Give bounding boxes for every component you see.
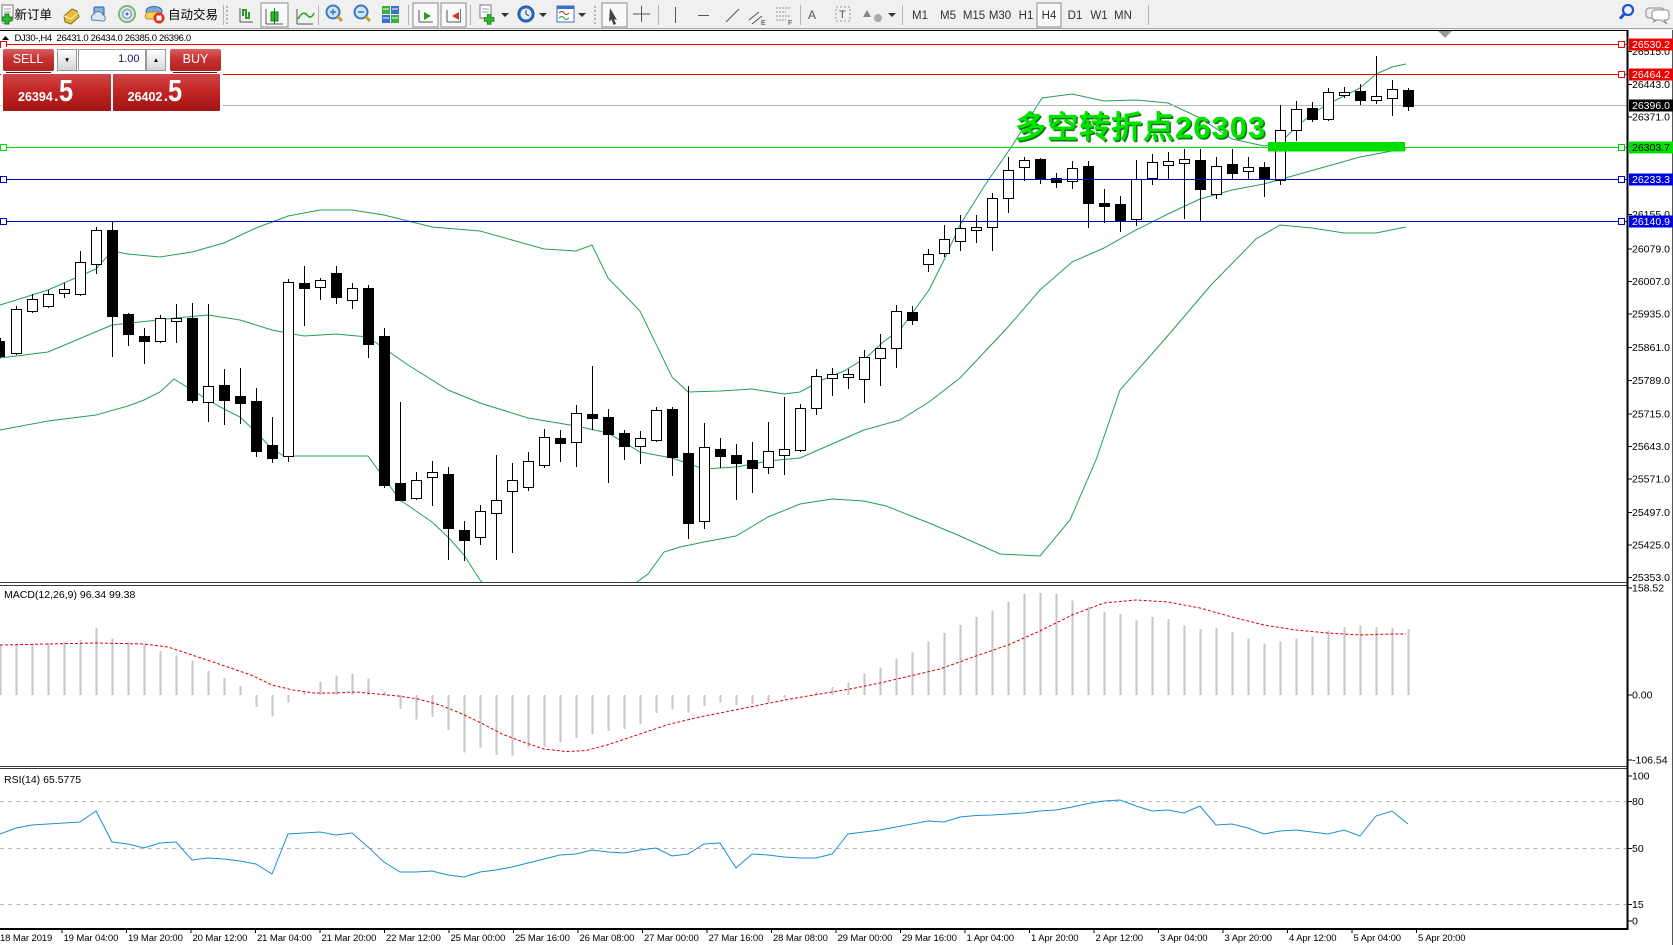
svg-text:25353.0: 25353.0	[1632, 572, 1670, 584]
svg-text:26079.0: 26079.0	[1632, 244, 1670, 256]
svg-text:26233.3: 26233.3	[1632, 174, 1670, 186]
svg-text:E: E	[761, 20, 766, 27]
svg-text:M15: M15	[963, 10, 985, 22]
svg-text:F: F	[788, 20, 792, 27]
svg-text:25497.0: 25497.0	[1632, 507, 1670, 519]
svg-text:25571.0: 25571.0	[1632, 473, 1670, 485]
svg-text:新订单: 新订单	[15, 7, 53, 22]
svg-text:H4: H4	[1042, 10, 1057, 22]
svg-text:26464.2: 26464.2	[1632, 69, 1670, 81]
svg-text:19 Mar 04:00: 19 Mar 04:00	[64, 933, 119, 944]
svg-text:MACD(12,26,9) 96.34 99.38: MACD(12,26,9) 96.34 99.38	[4, 589, 135, 601]
svg-text:A: A	[808, 8, 816, 22]
svg-text:5 Apr 20:00: 5 Apr 20:00	[1418, 933, 1466, 944]
svg-text:21 Mar 04:00: 21 Mar 04:00	[257, 933, 312, 944]
svg-text:19 Mar 20:00: 19 Mar 20:00	[128, 933, 183, 944]
svg-text:3 Apr 20:00: 3 Apr 20:00	[1225, 933, 1273, 944]
svg-text:W1: W1	[1090, 10, 1107, 22]
svg-text:26443.0: 26443.0	[1632, 79, 1670, 91]
svg-text:80: 80	[1632, 796, 1644, 808]
svg-text:RSI(14) 65.5775: RSI(14) 65.5775	[4, 774, 81, 786]
svg-text:0.00: 0.00	[1632, 690, 1653, 702]
svg-text:15: 15	[1632, 899, 1644, 911]
svg-text:4 Apr 12:00: 4 Apr 12:00	[1289, 933, 1337, 944]
svg-text:26371.0: 26371.0	[1632, 111, 1670, 123]
svg-text:26396.0: 26396.0	[1632, 100, 1670, 112]
svg-text:D1: D1	[1068, 10, 1083, 22]
svg-text:25 Mar 00:00: 25 Mar 00:00	[451, 933, 506, 944]
svg-text:0: 0	[1632, 916, 1638, 928]
svg-text:29 Mar 16:00: 29 Mar 16:00	[902, 933, 957, 944]
svg-text:3 Apr 04:00: 3 Apr 04:00	[1160, 933, 1208, 944]
svg-text:26 Mar 08:00: 26 Mar 08:00	[580, 933, 635, 944]
svg-text:MN: MN	[1114, 10, 1132, 22]
svg-text:50: 50	[1632, 843, 1644, 855]
svg-text:27 Mar 00:00: 27 Mar 00:00	[644, 933, 699, 944]
svg-text:M30: M30	[989, 10, 1011, 22]
svg-text:25425.0: 25425.0	[1632, 540, 1670, 552]
svg-text:多空转折点26303: 多空转折点26303	[1017, 112, 1268, 147]
svg-text:自动交易: 自动交易	[168, 7, 218, 22]
svg-text:18 Mar 2019: 18 Mar 2019	[0, 933, 52, 944]
svg-text:22 Mar 12:00: 22 Mar 12:00	[386, 933, 441, 944]
svg-text:29 Mar 00:00: 29 Mar 00:00	[838, 933, 893, 944]
svg-text:H1: H1	[1019, 10, 1034, 22]
svg-text:20 Mar 12:00: 20 Mar 12:00	[193, 933, 248, 944]
svg-text:M1: M1	[912, 10, 928, 22]
svg-text:T: T	[839, 9, 846, 21]
svg-text:21 Mar 20:00: 21 Mar 20:00	[322, 933, 377, 944]
svg-text:-106.54: -106.54	[1632, 755, 1668, 767]
svg-text:2 Apr 12:00: 2 Apr 12:00	[1096, 933, 1144, 944]
svg-text:100: 100	[1632, 771, 1650, 783]
svg-text:DJ30-,H4 26431.0 26434.0 2638: DJ30-,H4 26431.0 26434.0 26385.0 26396.0	[15, 33, 191, 44]
svg-text:25715.0: 25715.0	[1632, 408, 1670, 420]
svg-text:25643.0: 25643.0	[1632, 441, 1670, 453]
svg-text:26007.0: 26007.0	[1632, 276, 1670, 288]
svg-text:25935.0: 25935.0	[1632, 309, 1670, 321]
svg-text:多空转折点26303: 多空转折点26303	[1015, 110, 1266, 145]
svg-text:M5: M5	[940, 10, 956, 22]
svg-text:25861.0: 25861.0	[1632, 342, 1670, 354]
svg-text:26303.7: 26303.7	[1632, 142, 1670, 154]
svg-text:26140.9: 26140.9	[1632, 216, 1670, 228]
svg-text:25 Mar 16:00: 25 Mar 16:00	[515, 933, 570, 944]
svg-text:158.52: 158.52	[1632, 583, 1664, 595]
svg-text:25789.0: 25789.0	[1632, 375, 1670, 387]
svg-text:5 Apr 04:00: 5 Apr 04:00	[1354, 933, 1402, 944]
svg-text:28 Mar 08:00: 28 Mar 08:00	[773, 933, 828, 944]
svg-text:1 Apr 20:00: 1 Apr 20:00	[1031, 933, 1079, 944]
svg-text:27 Mar 16:00: 27 Mar 16:00	[709, 933, 764, 944]
svg-text:1 Apr 04:00: 1 Apr 04:00	[967, 933, 1015, 944]
svg-text:26530.2: 26530.2	[1632, 39, 1670, 51]
